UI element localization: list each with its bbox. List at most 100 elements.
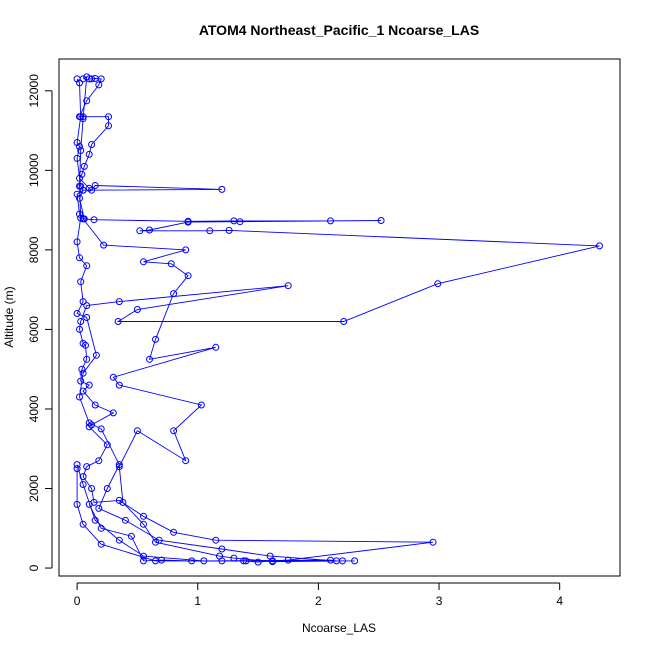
data-point: [115, 463, 123, 471]
data-point: [79, 369, 87, 377]
data-point: [218, 185, 226, 193]
data-point: [88, 141, 96, 148]
data-point: [78, 365, 86, 373]
data-point: [152, 335, 159, 343]
data-point: [170, 528, 178, 536]
data-point: [152, 538, 159, 546]
data-point: [76, 254, 83, 262]
series-1: [76, 75, 603, 566]
data-point: [218, 545, 226, 553]
data-point: [212, 536, 220, 544]
data-point: [79, 473, 87, 481]
data-point: [146, 355, 153, 363]
data-point: [140, 512, 147, 520]
data-point: [73, 500, 81, 508]
data-point: [73, 461, 81, 469]
data-point: [115, 298, 123, 306]
data-point: [184, 218, 192, 226]
data-point: [182, 457, 190, 465]
series-line: [78, 78, 600, 563]
data-point: [115, 536, 123, 544]
data-point: [167, 260, 175, 268]
data-point: [88, 485, 96, 492]
plot-area: [73, 73, 603, 566]
axes: 0 1 2 3 4 0 2000 4000 6000 8000 10000 12000: [27, 74, 563, 608]
data-point: [97, 540, 105, 548]
x-tick-label: 2: [315, 594, 322, 608]
data-point: [216, 552, 223, 560]
data-point: [114, 318, 122, 325]
data-point: [327, 556, 334, 564]
data-point: [152, 557, 159, 565]
data-point: [133, 427, 141, 435]
y-tick-label: 0: [27, 564, 41, 571]
data-point: [97, 75, 105, 83]
data-point: [77, 278, 85, 286]
data-point: [85, 419, 93, 427]
data-point: [77, 214, 85, 222]
data-point: [170, 290, 178, 298]
data-point: [91, 182, 99, 189]
data-point: [76, 210, 83, 218]
data-point: [73, 310, 81, 317]
data-point: [269, 558, 276, 566]
series-2: [73, 75, 359, 566]
data-point: [182, 246, 190, 254]
series-line: [76, 76, 337, 562]
data-point: [200, 557, 208, 565]
data-point: [83, 262, 91, 270]
x-axis-label: Ncoarse_LAS: [302, 621, 376, 635]
data-point: [133, 306, 141, 313]
data-point: [83, 97, 91, 105]
data-point: [266, 552, 274, 560]
data-point: [434, 280, 442, 288]
series-line: [76, 78, 355, 563]
data-point: [79, 481, 87, 488]
y-tick-label: 12000: [27, 74, 41, 108]
data-point: [90, 216, 98, 224]
data-point: [91, 401, 99, 409]
data-point: [77, 377, 85, 385]
data-point: [80, 162, 88, 170]
data-point: [140, 258, 147, 266]
data-point: [100, 241, 108, 249]
data-point: [76, 393, 83, 401]
data-point: [225, 226, 233, 234]
data-point: [284, 282, 292, 290]
data-point: [136, 227, 144, 235]
data-point: [184, 272, 192, 280]
data-point: [83, 463, 91, 471]
data-point: [79, 75, 87, 83]
data-point: [83, 302, 91, 310]
data-point: [83, 314, 91, 321]
data-point: [92, 351, 100, 359]
data-point: [155, 536, 163, 544]
data-point: [85, 150, 93, 158]
data-point: [83, 73, 91, 81]
data-point: [115, 461, 123, 469]
data-point: [79, 186, 87, 194]
data-point: [77, 318, 85, 325]
data-point: [105, 122, 112, 130]
data-point: [351, 557, 359, 565]
data-point: [95, 81, 103, 89]
data-point: [146, 226, 153, 234]
x-tick-label: 4: [556, 594, 563, 608]
data-point: [119, 498, 127, 506]
data-point: [79, 520, 87, 528]
data-point: [596, 242, 603, 250]
data-point: [103, 485, 111, 492]
data-point: [95, 504, 103, 512]
x-tick-label: 0: [74, 594, 81, 608]
data-point: [77, 147, 85, 154]
data-point: [76, 79, 83, 87]
data-point: [212, 343, 220, 351]
data-point: [83, 355, 91, 363]
y-tick-label: 10000: [27, 153, 41, 187]
data-point: [79, 115, 87, 123]
data-point: [97, 425, 105, 433]
data-point: [85, 381, 93, 389]
y-tick-label: 6000: [27, 316, 41, 343]
data-point: [140, 552, 147, 560]
